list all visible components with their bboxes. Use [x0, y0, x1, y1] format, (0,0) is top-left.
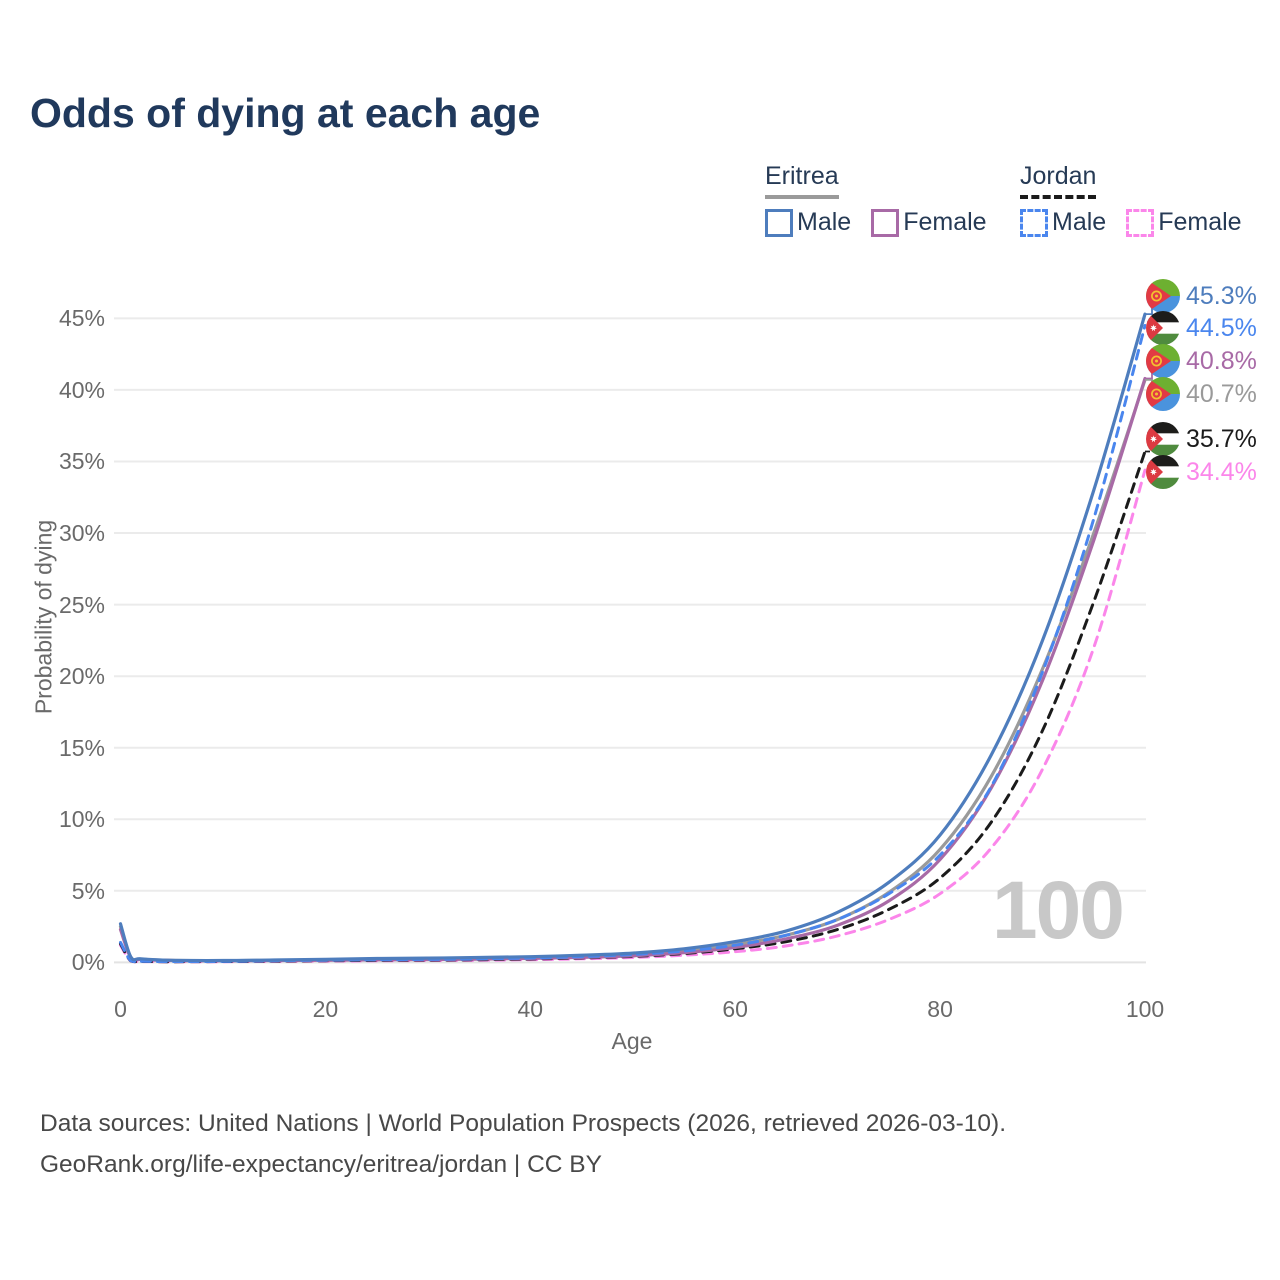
y-tick-label: 0%	[71, 949, 105, 976]
y-tick-label: 30%	[58, 520, 105, 547]
y-tick-label: 35%	[58, 448, 105, 475]
legend-label: Female	[1158, 208, 1242, 236]
legend-item-eritrea-male[interactable]: Male	[765, 208, 851, 237]
jordan-flag-icon	[1146, 422, 1180, 456]
jordan-flag-icon	[1146, 311, 1180, 345]
eritrea-male-swatch-icon	[765, 208, 793, 237]
legend-country-jordan[interactable]: Jordan	[1020, 162, 1097, 199]
eritrea-flag-icon	[1146, 377, 1180, 411]
legend-country-eritrea[interactable]: Eritrea	[765, 162, 839, 199]
legend-label: Male	[797, 208, 852, 236]
x-tick-label: 100	[1125, 996, 1165, 1022]
y-tick-label: 20%	[58, 663, 105, 690]
eritrea-female-swatch-icon	[871, 208, 900, 237]
legend-group-eritrea: Eritrea Male Female	[765, 162, 1007, 237]
y-tick-label: 5%	[71, 877, 105, 904]
y-tick-label: 45%	[58, 305, 105, 332]
legend-group-jordan: Jordan Male Female	[1020, 162, 1262, 237]
legend-items-eritrea: Male Female	[765, 208, 1007, 237]
y-tick-label: 15%	[58, 734, 105, 761]
x-axis-title: Age	[611, 1028, 653, 1054]
end-value-label: 45.3%	[1186, 282, 1257, 310]
end-label-jordan-male: 44.5%	[1146, 311, 1257, 345]
end-value-label: 34.4%	[1186, 458, 1257, 486]
end-value-label: 40.7%	[1186, 380, 1257, 408]
jordan-male-swatch-icon	[1020, 208, 1048, 237]
end-label-eritrea-female: 40.8%	[1146, 344, 1257, 378]
x-tick-label: 60	[722, 996, 748, 1022]
end-label-eritrea: 40.7%	[1146, 377, 1257, 411]
page-title: Odds of dying at each age	[30, 90, 541, 136]
eritrea-flag-icon	[1146, 344, 1180, 378]
end-label-jordan-female: 34.4%	[1146, 455, 1257, 489]
x-tick-label: 20	[312, 996, 339, 1022]
legend-item-jordan-female[interactable]: Female	[1126, 208, 1242, 237]
x-tick-label: 0	[114, 996, 127, 1022]
series-line	[118, 312, 1147, 963]
footer: Data sources: United Nations | World Pop…	[40, 1104, 1006, 1185]
eritrea-flag-icon	[1146, 279, 1180, 313]
hover-age-watermark: 100	[992, 865, 1125, 956]
legend-item-eritrea-female[interactable]: Female	[871, 208, 987, 237]
y-tick-label: 40%	[58, 376, 105, 403]
legend-label: Male	[1052, 208, 1107, 236]
y-tick-label: 10%	[58, 806, 105, 833]
jordan-flag-icon	[1146, 455, 1180, 489]
y-axis-title: Probability of dying	[30, 519, 57, 715]
legend-label: Female	[903, 208, 987, 236]
attribution-text: GeoRank.org/life-expectancy/eritrea/jord…	[40, 1150, 602, 1178]
end-label-jordan: 35.7%	[1146, 422, 1257, 456]
jordan-female-swatch-icon	[1126, 208, 1155, 237]
legend-item-jordan-male[interactable]: Male	[1020, 208, 1106, 237]
data-sources-text: Data sources: United Nations | World Pop…	[40, 1110, 1007, 1137]
end-label-eritrea-male: 45.3%	[1146, 279, 1257, 313]
end-value-label: 35.7%	[1186, 425, 1257, 453]
x-tick-label: 40	[517, 996, 544, 1022]
end-value-label: 44.5%	[1186, 314, 1257, 342]
y-tick-label: 25%	[58, 591, 105, 618]
end-value-label: 40.8%	[1186, 347, 1257, 375]
legend-items-jordan: Male Female	[1020, 208, 1262, 237]
x-tick-label: 80	[927, 996, 953, 1022]
